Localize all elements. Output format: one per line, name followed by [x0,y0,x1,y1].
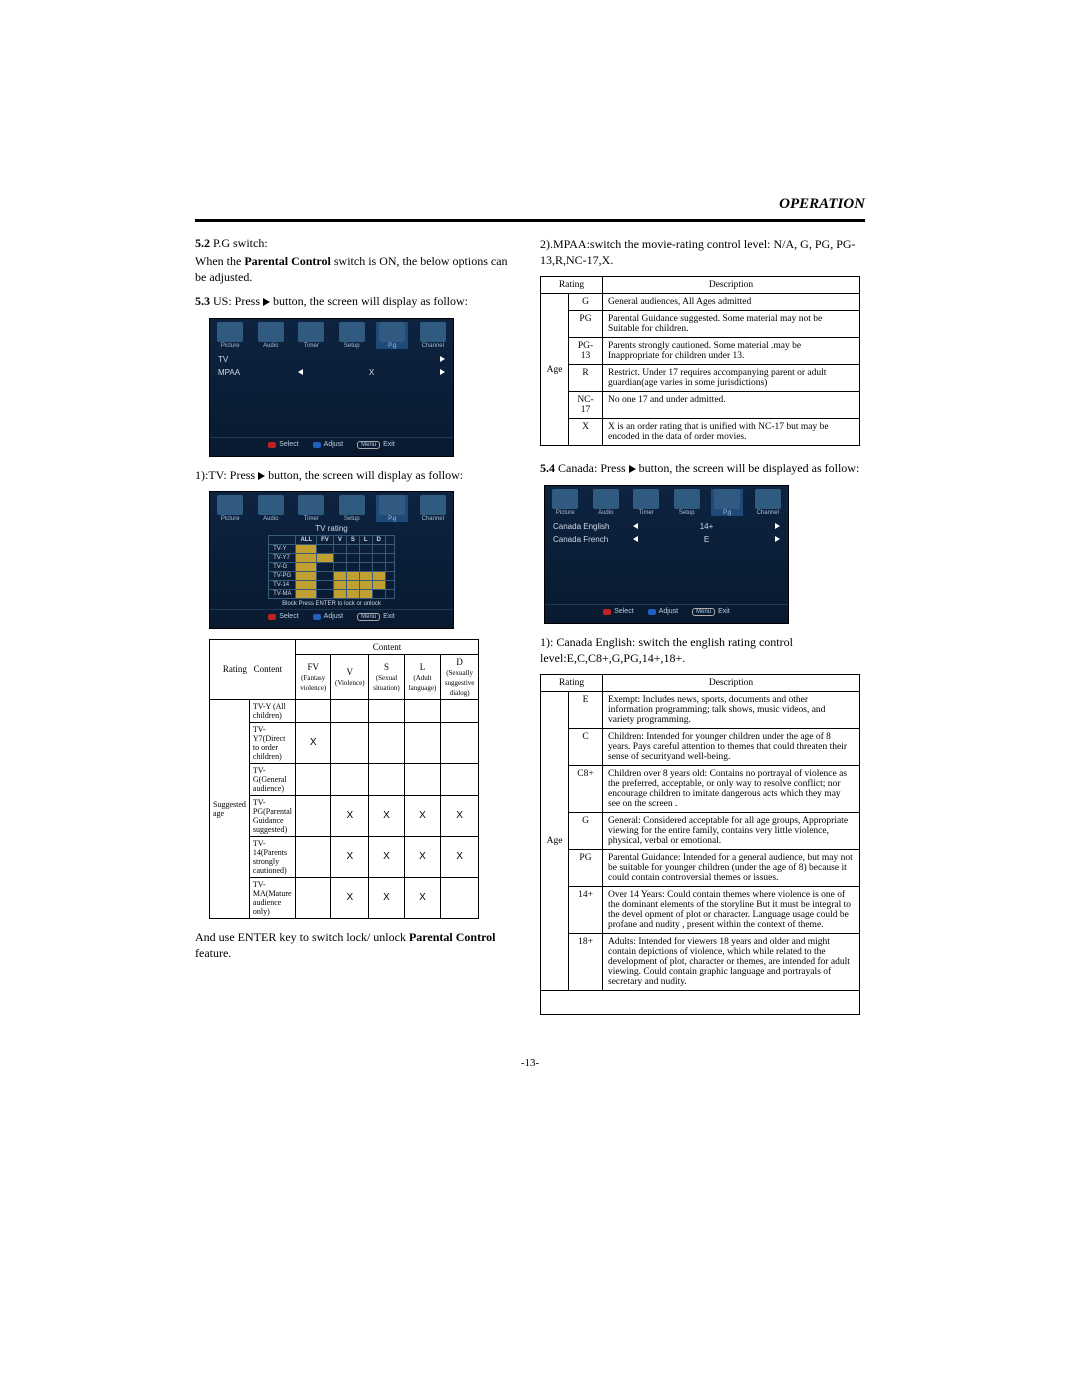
mpaa-rating-table: RatingDescriptionAgeGGeneral audiences, … [540,276,860,446]
osd-canada-menu: Picture Audio Timer Setup P.g Channel Ca… [544,485,789,624]
right-column: 2).MPAA:switch the movie-rating control … [540,236,865,1029]
osd-tabs: Picture Audio Timer Setup P.g Channel [210,319,453,349]
sec-5-2: 5.2 P.G switch: [195,236,520,251]
osd-tv-rating: Picture Audio Timer Setup P.g Channel TV… [209,491,454,629]
page-number: -13- [195,1057,865,1069]
p-tv-intro: 1):TV: Press button, the screen will dis… [195,467,520,483]
osd-us-menu: Picture Audio Timer Setup P.g Channel TV… [209,318,454,457]
mpaa-intro: 2).MPAA:switch the movie-rating control … [540,236,865,268]
play-icon [629,465,636,473]
play-icon [258,472,265,480]
left-column: 5.2 P.G switch: When the Parental Contro… [195,236,520,1029]
sec-5-2-body: When the Parental Control switch is ON, … [195,253,520,285]
enter-key-note: And use ENTER key to switch lock/ unlock… [195,929,520,961]
page-header: OPERATION [195,195,865,222]
sec-5-4: 5.4 Canada: Press button, the screen wil… [540,460,865,476]
tv-rating-grid: ALLFVVSLDTV-YTV-Y7TV-GTV-PGTV-14TV-MA [268,535,395,599]
play-icon [263,298,270,306]
canada-rating-table: RatingDescriptionAgeEExempt: Includes ne… [540,674,860,1015]
canada-english-intro: 1): Canada English: switch the english r… [540,634,865,666]
header-title: OPERATION [779,196,865,212]
page-root: OPERATION 5.2 P.G switch: When the Paren… [195,195,865,1069]
sec-5-3: 5.3 US: Press button, the screen will di… [195,293,520,309]
content-table: Rating ContentContentFV(Fantasy violence… [209,639,479,919]
